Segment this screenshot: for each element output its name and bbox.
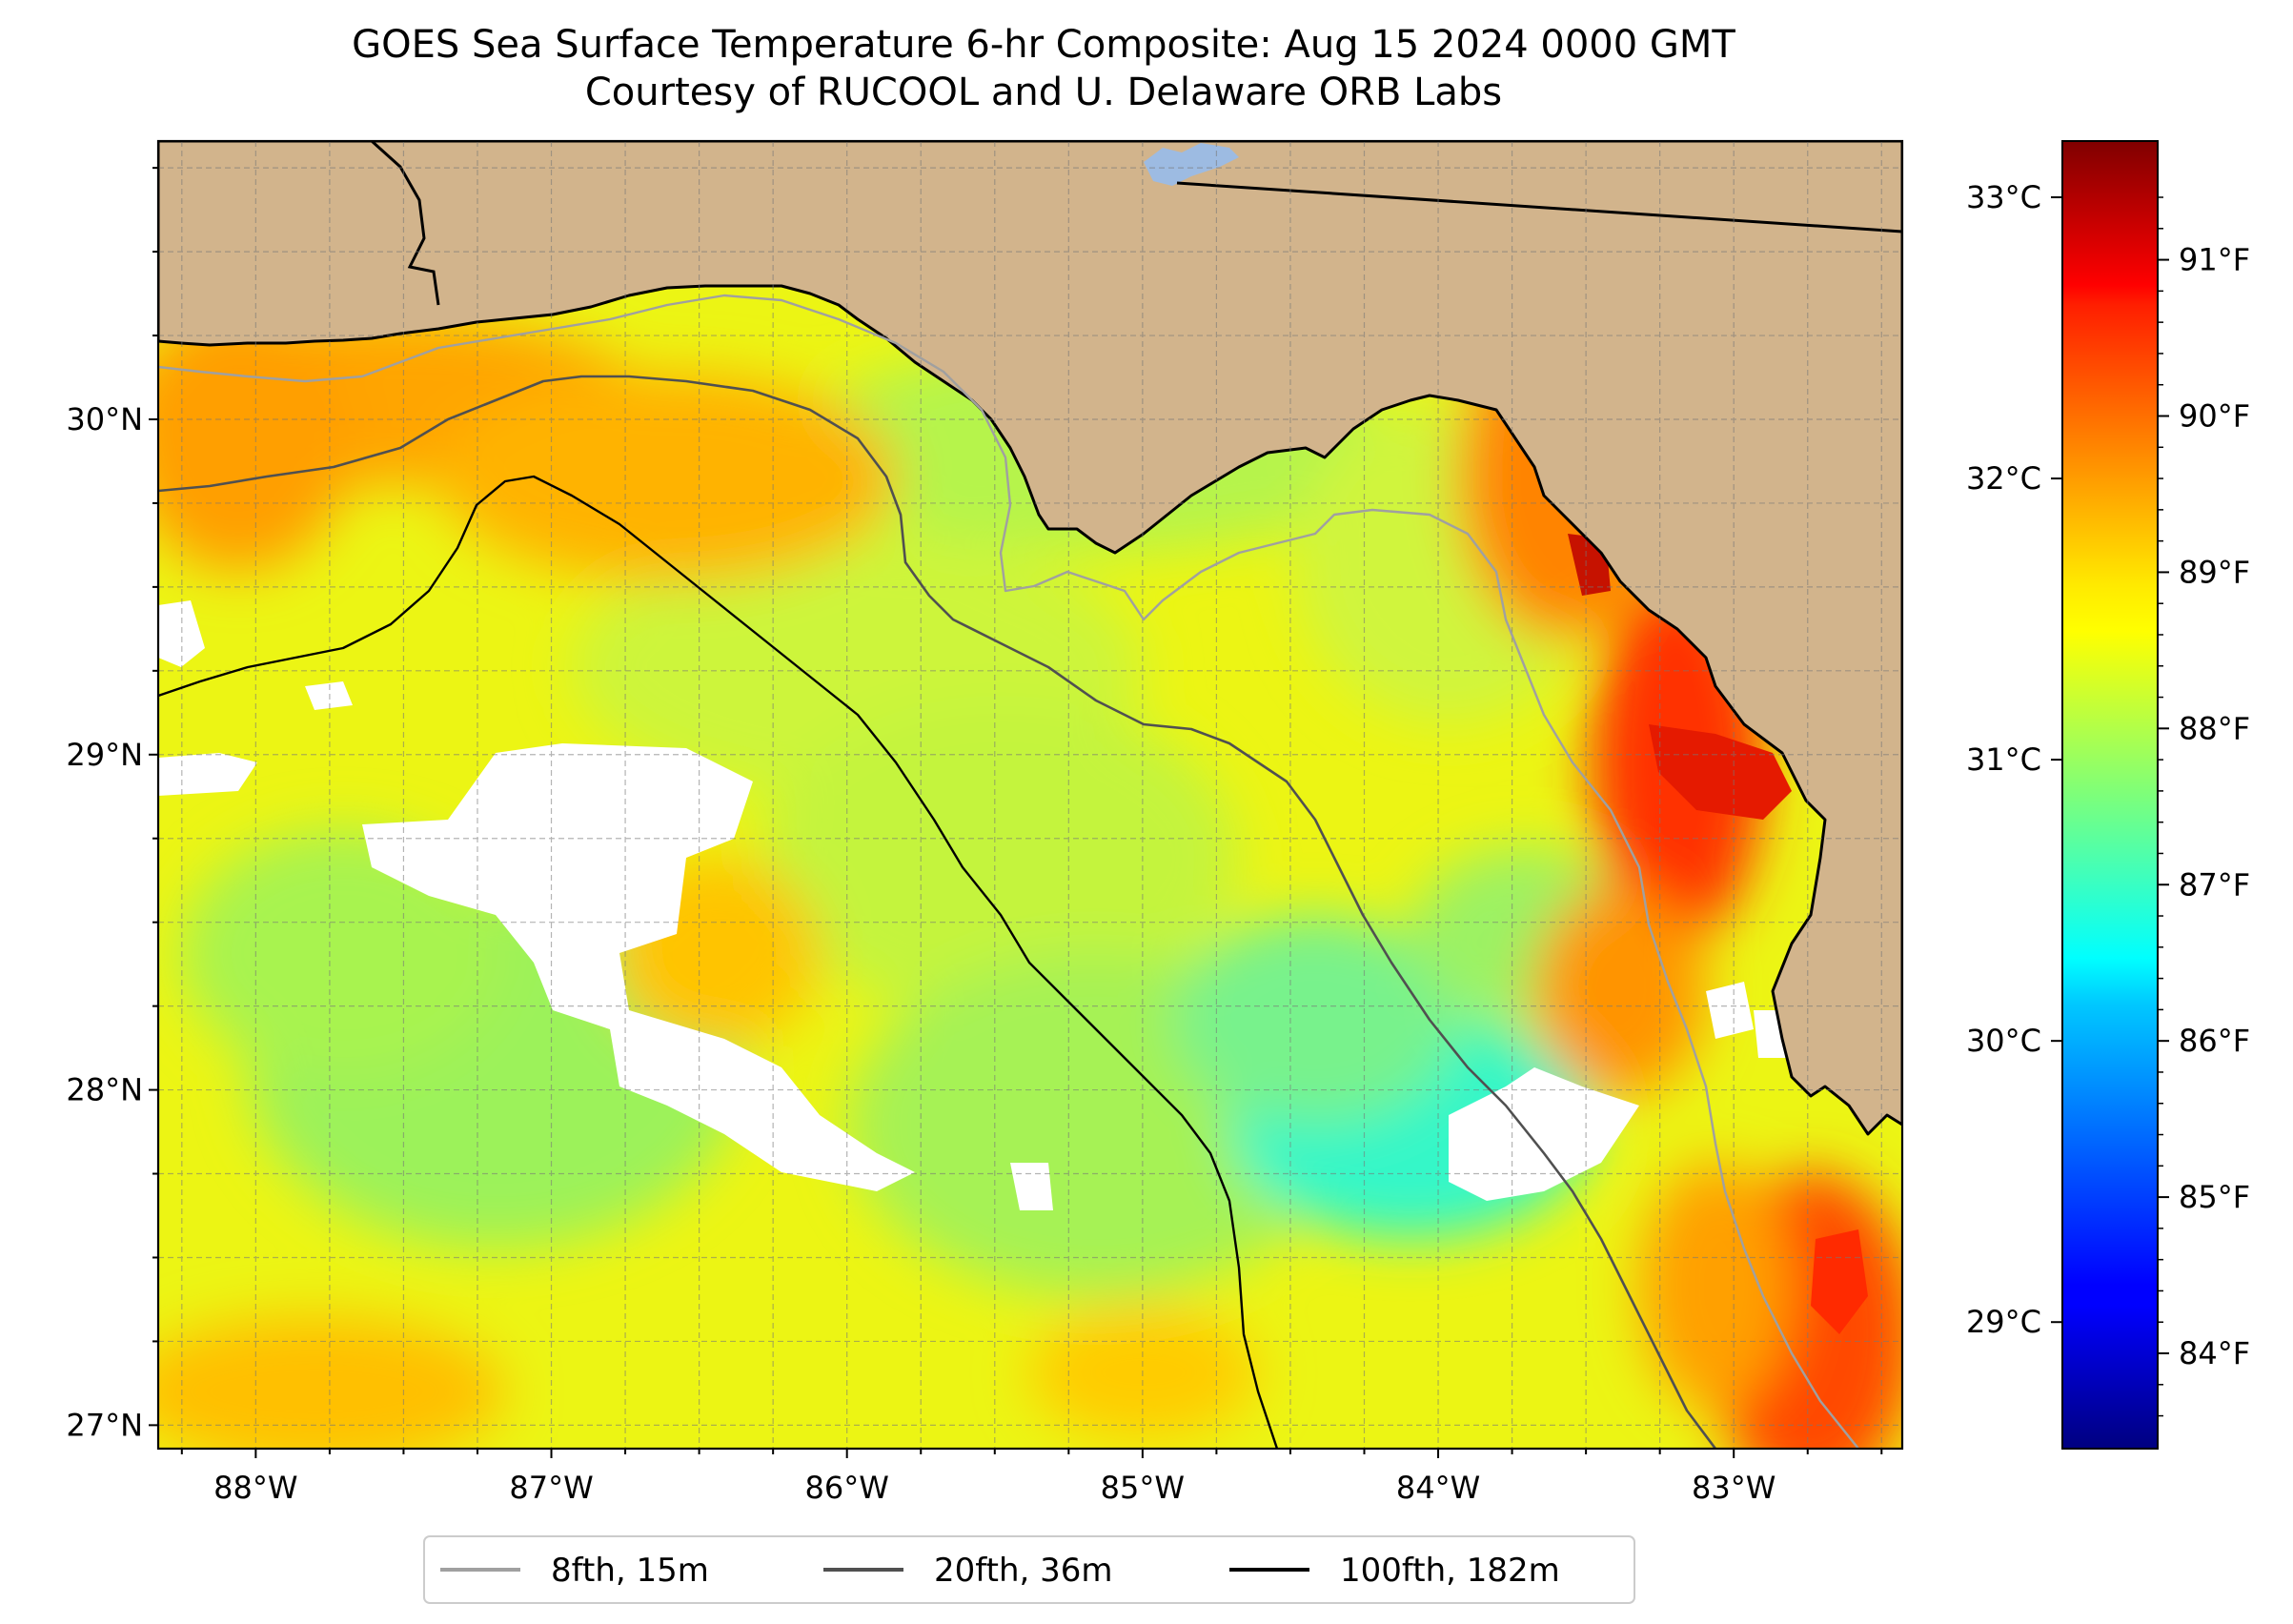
lon-tick-label: 86°W [805, 1470, 889, 1506]
sst-patch [1534, 886, 1706, 1096]
land-mass [158, 141, 1902, 1136]
sst-patch [438, 372, 896, 581]
fahrenheit-tick-label: 87°F [2179, 866, 2250, 903]
fahrenheit-tick-label: 88°F [2179, 710, 2250, 746]
map-frame [156, 139, 1904, 1451]
sst-patch [1172, 915, 1458, 1125]
state-boundaries [370, 141, 1902, 306]
isobath-8fth-line [158, 294, 1859, 1449]
colorbar-gradient [2061, 140, 2159, 1450]
lon-tick-label: 84°W [1396, 1470, 1480, 1506]
sst-patch [158, 1315, 505, 1449]
colorbar-celsius-ticks: 33°C 32°C 31°C 30°C 29°C [1966, 179, 2062, 1340]
gridlines [158, 141, 1902, 1449]
isobath-legend: 8fth, 15m 20fth, 36m 100fth, 182m [423, 1535, 1635, 1604]
map-title: GOES Sea Surface Temperature 6-hr Compos… [352, 23, 1735, 67]
no-data-region [362, 743, 915, 1191]
celsius-tick-label: 30°C [1966, 1023, 2041, 1059]
no-data-region [305, 681, 353, 710]
colorbar: 91°F 90°F 89°F 88°F 87°F 86°F 85°F 84°F 33°C 32°… [1966, 140, 2250, 1450]
lon-tick-label: 83°W [1692, 1470, 1776, 1506]
sst-patch [762, 696, 1239, 1020]
no-data-region [158, 753, 257, 796]
celsius-tick-label: 29°C [1966, 1304, 2041, 1340]
legend-label: 100fth, 182m [1340, 1552, 1560, 1590]
latitude-axis: 30°N 29°N 28°N 27°N [66, 167, 158, 1443]
map-subtitle: Courtesy of RUCOOL and U. Delaware ORB L… [584, 71, 1503, 114]
cloud-no-data-regions [158, 600, 1787, 1210]
no-data-region [1706, 982, 1754, 1039]
fahrenheit-tick-label: 85°F [2179, 1179, 2250, 1215]
fahrenheit-tick-label: 91°F [2179, 242, 2250, 278]
state-boundary-line [370, 141, 440, 306]
lon-tick-label: 87°W [509, 1470, 593, 1506]
state-boundary-line [1176, 181, 1902, 233]
legend-box [423, 1535, 1635, 1604]
longitude-axis: 88°W 87°W 86°W 85°W 84°W 83°W [180, 1449, 1883, 1506]
sst-temperature-patches [158, 305, 1902, 1449]
legend-label: 20fth, 36m [934, 1552, 1113, 1590]
lat-tick-label: 28°N [66, 1072, 143, 1108]
no-data-region [158, 600, 205, 667]
celsius-tick-label: 32°C [1966, 460, 2041, 497]
sst-patch [1029, 1306, 1258, 1439]
fahrenheit-tick-label: 90°F [2179, 397, 2250, 434]
map-title-block: GOES Sea Surface Temperature 6-hr Compos… [0, 21, 2087, 116]
isobath-100fth-line [158, 475, 1279, 1449]
colorbar-fahrenheit-ticks: 91°F 90°F 89°F 88°F 87°F 86°F 85°F 84°F [2158, 196, 2250, 1417]
fahrenheit-tick-label: 89°F [2179, 554, 2250, 590]
legend-label: 8fth, 15m [551, 1552, 709, 1590]
isobath-lines [158, 294, 1859, 1449]
sst-patch [1639, 1163, 1792, 1411]
celsius-tick-label: 33°C [1966, 179, 2041, 215]
sst-hot-spot [1811, 1229, 1868, 1334]
fahrenheit-tick-label: 86°F [2179, 1023, 2250, 1059]
legend-entries: 8fth, 15m 20fth, 36m 100fth, 182m [440, 1552, 1560, 1590]
celsius-tick-label: 31°C [1966, 741, 2041, 778]
isobath-20fth-line [158, 375, 1717, 1449]
lake [1144, 143, 1239, 186]
sst-hot-spot [1649, 724, 1792, 820]
lat-tick-label: 29°N [66, 737, 143, 773]
sst-map-panel [158, 141, 1902, 1449]
no-data-region [1010, 1163, 1053, 1210]
lat-tick-label: 27°N [66, 1407, 143, 1443]
lat-tick-label: 30°N [66, 401, 143, 437]
lon-tick-label: 88°W [213, 1470, 297, 1506]
lon-tick-label: 85°W [1101, 1470, 1185, 1506]
fahrenheit-tick-label: 84°F [2179, 1335, 2250, 1371]
no-data-region [1449, 1067, 1639, 1201]
